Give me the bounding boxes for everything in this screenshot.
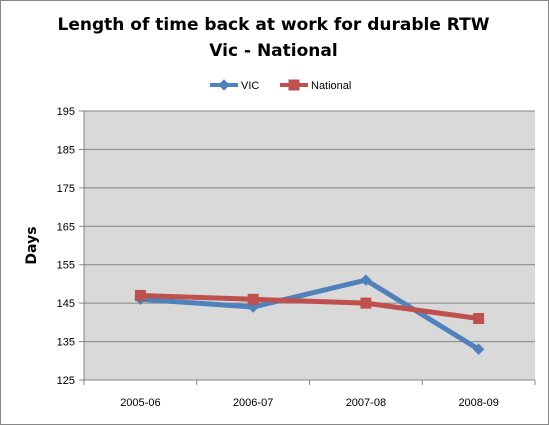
axes bbox=[83, 111, 536, 385]
legend: VIC National bbox=[210, 79, 351, 92]
x-tick-labels: 2005-06 2006-07 2007-08 2008-09 bbox=[120, 397, 499, 409]
y-tick-labels: 125 135 145 155 165 175 185 195 bbox=[57, 106, 75, 387]
series-layer bbox=[134, 274, 485, 355]
data-point-vic bbox=[360, 274, 372, 286]
y-axis-title: Days bbox=[24, 226, 40, 264]
y-tick-label: 135 bbox=[57, 337, 75, 349]
gridlines bbox=[79, 110, 535, 381]
legend-item-vic: VIC bbox=[210, 79, 259, 92]
legend-item-national: National bbox=[280, 79, 351, 92]
legend-label: National bbox=[311, 80, 351, 92]
x-tick-label: 2008-09 bbox=[458, 397, 498, 409]
y-tick-label: 145 bbox=[57, 298, 75, 310]
x-tick-label: 2006-07 bbox=[233, 397, 273, 409]
y-tick-label: 195 bbox=[57, 106, 75, 118]
chart-title: Length of time back at work for durable … bbox=[0, 12, 547, 64]
data-point-vic bbox=[472, 343, 485, 355]
y-tick-label: 175 bbox=[57, 183, 75, 195]
y-tick-label: 155 bbox=[57, 260, 75, 272]
legend-label: VIC bbox=[241, 80, 259, 92]
data-point-national bbox=[360, 297, 372, 309]
data-point-national bbox=[473, 313, 485, 325]
data-point-national bbox=[134, 289, 146, 301]
legend-marker bbox=[218, 79, 230, 91]
x-tick-label: 2007-08 bbox=[346, 397, 386, 409]
series-line-national bbox=[137, 292, 482, 322]
chart-title-line-2: Vic - National bbox=[209, 41, 338, 61]
y-tick-label: 185 bbox=[57, 144, 75, 156]
y-tick-label: 165 bbox=[57, 221, 75, 233]
chart-title-line-1: Length of time back at work for durable … bbox=[57, 15, 490, 35]
series-national bbox=[134, 289, 485, 325]
legend-marker bbox=[288, 79, 300, 91]
series-line-vic bbox=[137, 277, 482, 352]
x-tick-label: 2005-06 bbox=[120, 397, 160, 409]
data-point-national bbox=[247, 293, 259, 305]
y-tick-label: 125 bbox=[57, 375, 75, 387]
